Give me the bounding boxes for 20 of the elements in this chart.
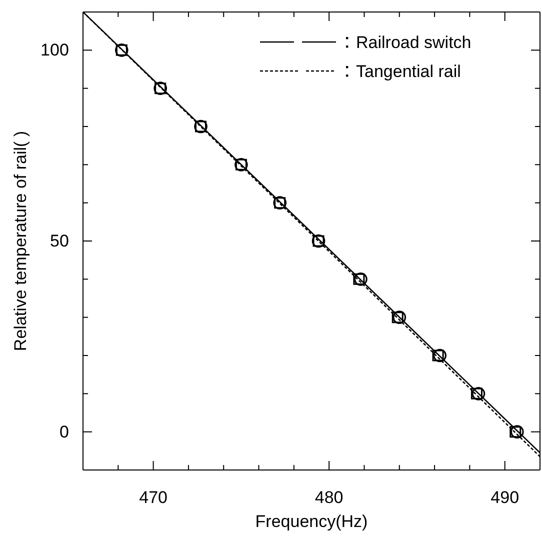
point [392, 312, 404, 324]
point [510, 425, 524, 438]
y-tick-label: 50 [50, 231, 69, 250]
x-tick-label: 480 [314, 488, 344, 507]
point [510, 426, 522, 438]
legend-label: Railroad switch [356, 33, 472, 52]
x-tick-label: 470 [139, 488, 168, 507]
legend-label: Tangential rail [356, 62, 461, 81]
point [392, 310, 406, 324]
point [470, 388, 482, 400]
point [353, 273, 365, 285]
y-tick-label: 100 [40, 40, 69, 60]
x-tick-label: 490 [490, 488, 520, 507]
point [432, 350, 444, 362]
point [433, 348, 446, 362]
y-tick-label: 0 [59, 422, 69, 442]
point [354, 272, 368, 286]
y-axis-title: Relative temperature of rail( ) [11, 130, 30, 352]
x-axis-title: Frequency(Hz) [255, 512, 368, 531]
point [472, 387, 486, 400]
